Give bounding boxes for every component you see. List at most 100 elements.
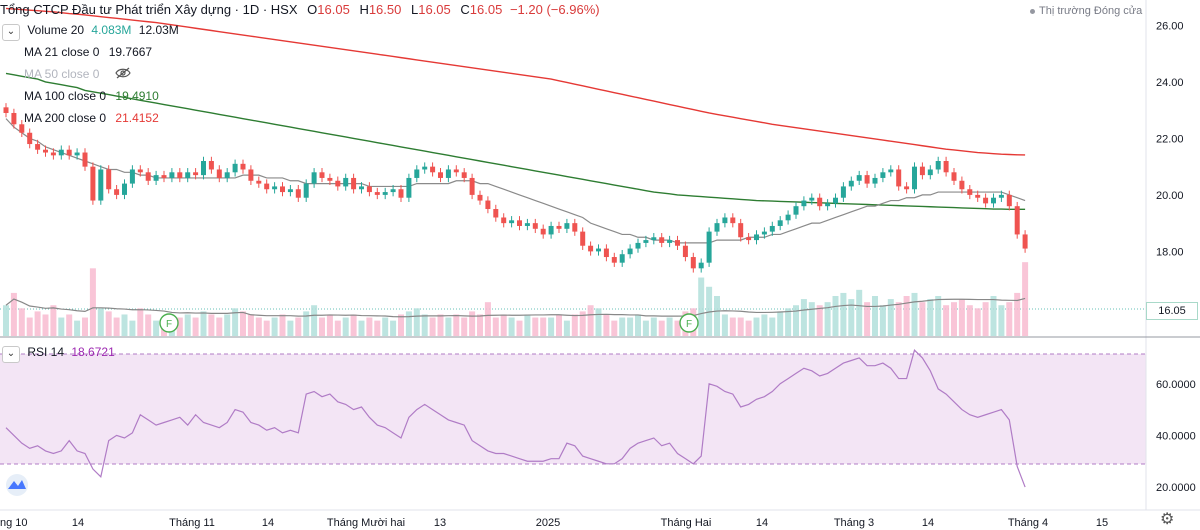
candle-body: [935, 161, 941, 170]
volume-bar: [326, 314, 333, 336]
volume-bar: [89, 268, 96, 336]
volume-bar: [484, 302, 491, 336]
tradingview-logo-icon[interactable]: [4, 473, 30, 497]
candle-body: [809, 197, 815, 201]
rsi-tick: 60.0000: [1156, 379, 1196, 391]
price-axis[interactable]: 26.00 24.00 22.00 20.00 18.00: [1156, 20, 1184, 258]
volume-bar: [627, 317, 634, 336]
candle-body: [714, 223, 720, 232]
candle-body: [153, 175, 159, 181]
candle-body: [438, 172, 443, 178]
ma50-legend[interactable]: MA 50 close 0: [24, 67, 131, 82]
gear-icon[interactable]: ⚙: [1160, 511, 1175, 528]
candle-body: [864, 175, 870, 184]
volume-bar: [532, 317, 539, 336]
volume-bar: [516, 320, 523, 336]
market-status: Thị trường Đóng cửa: [1030, 5, 1142, 17]
candle-body: [74, 152, 80, 156]
candle-body: [177, 172, 183, 178]
volume-bar: [674, 320, 681, 336]
financial-event-marker[interactable]: F: [159, 313, 179, 333]
time-tick: 15: [1096, 517, 1108, 529]
high-value: 16.50: [368, 2, 402, 17]
eye-hidden-icon[interactable]: [115, 67, 131, 82]
candle-body: [1014, 206, 1020, 235]
price-tick: 20.00: [1156, 190, 1184, 202]
status-dot-icon: [1030, 8, 1035, 14]
candle-body: [485, 200, 491, 210]
candle-body: [983, 197, 989, 204]
candle-body: [509, 220, 515, 224]
volume-bar: [200, 311, 207, 336]
candle-body: [327, 177, 333, 181]
volume-bar: [398, 314, 404, 336]
candle-body: [643, 240, 649, 243]
volume-bar: [793, 305, 799, 336]
high-label: H: [359, 2, 369, 17]
ma21-line: [5, 118, 1026, 244]
rsi-axis[interactable]: 60.0000 40.0000 20.0000: [1156, 379, 1196, 494]
volume-bar: [587, 305, 594, 336]
candle-body: [801, 200, 807, 207]
volume-bar: [477, 314, 483, 336]
candle-body: [319, 172, 325, 178]
volume-legend[interactable]: ⌄ Volume 20 4.083M 12.03M: [2, 23, 179, 41]
candle-body: [825, 203, 831, 207]
time-tick: 13: [434, 517, 446, 529]
time-tick: 14: [922, 517, 934, 529]
volume-bar: [153, 320, 160, 336]
volume-bar: [74, 320, 81, 336]
volume-bar: [556, 314, 562, 336]
candle-body: [445, 169, 451, 178]
candle-body: [785, 214, 791, 221]
candle-body: [469, 177, 475, 195]
candle-body: [698, 262, 704, 269]
candle-body: [517, 220, 522, 226]
ma100-value: 19.4910: [115, 89, 159, 103]
candle-body: [524, 223, 530, 226]
candle-body: [240, 163, 246, 170]
candle-body: [722, 217, 728, 224]
candle-body: [19, 124, 25, 133]
candle-body: [137, 169, 143, 173]
candle-body: [738, 223, 744, 238]
volume-value: 4.083M: [91, 23, 132, 37]
rsi-legend[interactable]: ⌄ RSI 14 18.6721: [2, 345, 115, 363]
candle-body: [848, 180, 854, 187]
candle-body: [27, 132, 33, 145]
candle-body: [50, 152, 56, 156]
volume-bar: [42, 314, 49, 336]
volume-ma-value: 12.03M: [138, 23, 179, 37]
volume-bar: [500, 314, 507, 336]
candle-body: [596, 248, 601, 252]
candle-body: [390, 189, 396, 193]
candle-body: [295, 189, 301, 198]
candle-body: [769, 225, 775, 232]
candle-body: [272, 186, 278, 190]
candle-body: [382, 192, 388, 195]
candle-body: [611, 257, 617, 263]
chevron-down-icon[interactable]: ⌄: [2, 24, 20, 41]
candle-body: [951, 172, 957, 181]
volume-bar: [966, 305, 973, 336]
candle-body: [66, 149, 72, 156]
symbol-name[interactable]: Tổng CTCP Đầu tư Phát triển Xây dựng · 1…: [0, 2, 298, 17]
candle-body: [145, 172, 151, 181]
chevron-down-icon[interactable]: ⌄: [2, 346, 20, 363]
time-axis[interactable]: ng 10 14 Tháng 11 14 Tháng Mười hai 13 2025 Thá…: [0, 517, 1108, 529]
volume-bar: [721, 314, 728, 336]
candle-body: [880, 172, 886, 178]
candle-body: [461, 172, 467, 178]
candle-body: [896, 169, 902, 187]
volume-bar: [524, 314, 531, 336]
volume-bar: [611, 320, 618, 336]
ma200-legend[interactable]: MA 200 close 0 21.4152: [24, 111, 159, 125]
volume-bar: [706, 286, 713, 336]
ma100-legend[interactable]: MA 100 close 0 19.4910: [24, 89, 159, 103]
volume-bar: [271, 317, 278, 336]
ma21-legend[interactable]: MA 21 close 0 19.7667: [24, 45, 152, 59]
financial-event-marker[interactable]: F: [679, 313, 699, 333]
volume-bar: [816, 305, 823, 336]
candle-body: [185, 172, 191, 178]
